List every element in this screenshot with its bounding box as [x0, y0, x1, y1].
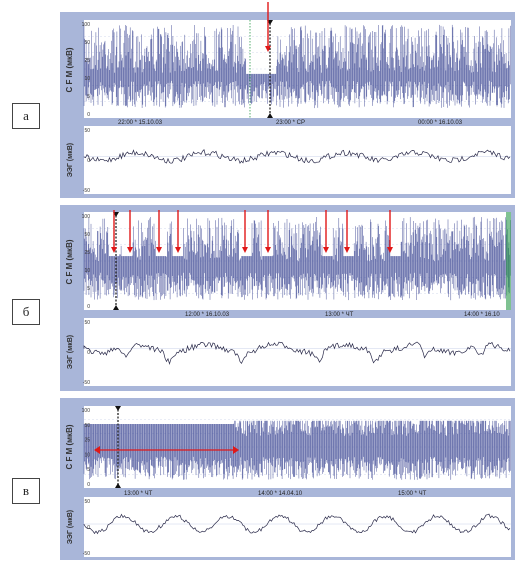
- cfm-tick-label: 10: [84, 268, 90, 274]
- cursor-line-top: [115, 406, 121, 411]
- eeg-tick-label: 0: [87, 158, 90, 164]
- eeg-tick-label: -50: [83, 188, 90, 194]
- panel-a-arrows: [249, 2, 273, 118]
- panel-a-eeg-ticks: 50 0 -50: [83, 128, 90, 194]
- red-arrow-5-head: [242, 247, 248, 253]
- panel-label-v: в: [12, 478, 40, 504]
- panel-b-arrows: [111, 210, 511, 310]
- red-arrow-7-head: [323, 247, 329, 253]
- panel-b-time-label-3: 14:00 * 16.10: [464, 312, 500, 318]
- red-arrow-3-head: [156, 247, 162, 253]
- panel-v-time-label-3: 15:00 * ЧТ: [398, 491, 427, 497]
- red-arrow-9-head: [387, 247, 393, 253]
- cfm-tick-label: 25: [84, 438, 90, 444]
- panel-a-time-label-1: 22:00 * 15.10.03: [118, 120, 163, 126]
- panel-v-time-label-1: 13:00 * ЧТ: [124, 491, 153, 497]
- panel-v-arrows: [94, 406, 239, 488]
- eeg-tick-label: -50: [83, 380, 90, 386]
- cfm-band: [83, 24, 511, 109]
- panel-a-time-label-2: 23:00 * СР: [276, 120, 305, 126]
- duration-arrow-right-head: [233, 446, 239, 454]
- eeg-tick-label: 50: [84, 128, 90, 134]
- panel-a-eeg-plot: [84, 126, 511, 194]
- panel-a-cfm-trace: [83, 24, 511, 109]
- cursor-line-bottom: [267, 113, 273, 118]
- eeg-tick-label: 50: [84, 320, 90, 326]
- panel-v-cfm-axis-label: С F М (мкВ): [65, 424, 74, 469]
- panel-v-eeg-axis-label: ЭЭГ (мкВ): [67, 510, 74, 544]
- cfm-tick-label: 100: [82, 408, 91, 414]
- cfm-tick-label: 100: [82, 214, 91, 220]
- eeg-line: [83, 149, 511, 164]
- red-arrow-head: [265, 46, 271, 52]
- red-arrow-8-head: [344, 247, 350, 253]
- panel-a-eeg-axis-label: ЭЭГ (мкВ): [67, 143, 74, 177]
- panel-b-time-label-2: 13:00 * ЧТ: [325, 312, 354, 318]
- cfm-tick-label: 25: [84, 250, 90, 256]
- panel-b-eeg-axis-label: ЭЭГ (мкВ): [67, 335, 74, 369]
- cfm-tick-label: 25: [84, 58, 90, 64]
- panel-b-cfm-axis-label: С F М (мкВ): [65, 239, 74, 284]
- panel-v-eeg-trace: [83, 513, 511, 535]
- duration-arrow-left-head: [94, 446, 100, 454]
- scroll-marker: [506, 212, 511, 310]
- red-arrow-1-head: [111, 247, 117, 253]
- cfm-tick-label: 5: [87, 467, 90, 473]
- eeg-line: [83, 341, 511, 366]
- panel-a-cfm-axis-label: С F М (мкВ): [65, 47, 74, 92]
- red-arrow-2-head: [127, 247, 133, 253]
- panel-v-time-label-2: 14:00 * 14.04.10: [258, 491, 303, 497]
- panel-a-eeg-trace: [83, 149, 511, 164]
- cfm-tick-label: 10: [84, 452, 90, 458]
- cfm-tick-label: 0: [87, 304, 90, 310]
- panel-label-a: а: [12, 103, 40, 129]
- panel-b-eeg-ticks: 50 0 -50: [83, 320, 90, 386]
- cfm-tick-label: 10: [84, 76, 90, 82]
- red-arrow-4-head: [175, 247, 181, 253]
- panel-b-eeg-plot: [84, 318, 511, 386]
- eeg-tick-label: 50: [84, 499, 90, 505]
- cfm-tick-label: 100: [82, 22, 91, 28]
- eeg-tick-label: 0: [87, 350, 90, 356]
- eeg-line: [83, 513, 511, 535]
- cursor-line-bottom: [113, 305, 119, 310]
- eeg-tick-label: 0: [87, 525, 90, 531]
- panel-v-eeg-ticks: 50 0 -50: [83, 499, 90, 557]
- cfm-tick-label: 50: [84, 40, 90, 46]
- panel-b-cfm-trace: [83, 216, 511, 301]
- cfm-tick-label: 0: [87, 112, 90, 118]
- cfm-tick-label: 5: [87, 286, 90, 292]
- cursor-line-bottom: [115, 483, 121, 488]
- cfm-tick-label: 50: [84, 232, 90, 238]
- cfm-tick-label: 0: [87, 482, 90, 488]
- panel-b-eeg-trace: [83, 341, 511, 366]
- panel-a-time-label-3: 00:00 * 16.10.03: [418, 120, 463, 126]
- panel-label-b: б: [12, 299, 40, 325]
- panel-b-time-label-1: 12:00 * 16.10.03: [185, 312, 230, 318]
- cfm-tick-label: 5: [87, 94, 90, 100]
- eeg-tick-label: -50: [83, 551, 90, 557]
- cfm-band: [83, 216, 511, 301]
- red-arrow-6-head: [265, 247, 271, 253]
- cfm-tick-label: 50: [84, 423, 90, 429]
